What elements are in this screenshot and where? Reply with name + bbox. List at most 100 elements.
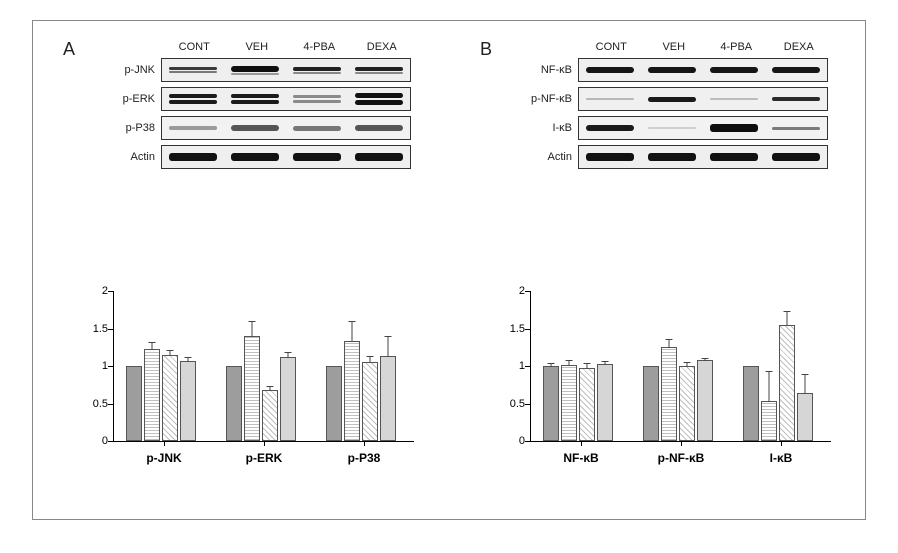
lane: [641, 59, 703, 81]
blot-label: p-NF-κB: [520, 93, 578, 105]
lane: [703, 117, 765, 139]
x-tick: [681, 441, 682, 446]
bar-group: [643, 347, 713, 441]
band: [648, 153, 696, 161]
band: [355, 100, 403, 105]
bar-group: [743, 325, 813, 441]
lane: [641, 117, 703, 139]
bar: [597, 364, 613, 441]
lane-header-text: VEH: [662, 41, 685, 53]
y-tick-label: 2: [86, 285, 108, 297]
bar: [280, 357, 296, 441]
error-bar: [705, 358, 706, 361]
x-tick: [364, 441, 365, 446]
blot-row: p-JNK: [103, 58, 423, 82]
bar: [679, 366, 695, 441]
panel-a: A CONT VEH 4-PBA DEXA p-JNKp-ERKp-P38Act…: [33, 21, 450, 521]
category-label: p-ERK: [246, 451, 283, 465]
y-tick: [525, 291, 531, 292]
lane: [579, 117, 641, 139]
bar-group: [226, 336, 296, 441]
band: [710, 98, 758, 100]
bar: [326, 366, 342, 441]
lane: [348, 117, 410, 139]
panel-b-label: B: [480, 39, 492, 60]
bar: [761, 401, 777, 441]
blot-box: [578, 58, 828, 82]
blot-row: p-ERK: [103, 87, 423, 111]
lane: [348, 146, 410, 168]
band: [231, 94, 279, 98]
bar: [697, 360, 713, 441]
bar: [226, 366, 242, 441]
blot-box: [161, 116, 411, 140]
blot-box: [578, 145, 828, 169]
bar: [779, 325, 795, 441]
y-tick-label: 2: [503, 285, 525, 297]
panel-a-lane-headers: CONT VEH 4-PBA DEXA: [163, 41, 413, 53]
figure-frame: A CONT VEH 4-PBA DEXA p-JNKp-ERKp-P38Act…: [32, 20, 866, 520]
lane-header-text: DEXA: [784, 41, 814, 53]
band: [710, 153, 758, 161]
blot-label: NF-κB: [520, 64, 578, 76]
lane-header: CONT: [580, 41, 643, 53]
y-tick-label: 0.5: [86, 398, 108, 410]
band: [355, 153, 403, 161]
blot-label: Actin: [520, 151, 578, 163]
lane-header-text: DEXA: [367, 41, 397, 53]
band: [648, 127, 696, 129]
y-tick: [525, 441, 531, 442]
bar: [661, 347, 677, 441]
error-bar: [188, 357, 189, 362]
blot-row: NF-κB: [520, 58, 840, 82]
band: [772, 153, 820, 161]
lane: [765, 117, 827, 139]
lane: [579, 88, 641, 110]
lane-header: 4-PBA: [288, 41, 351, 53]
band: [772, 67, 820, 73]
error-bar: [152, 342, 153, 350]
bar-group: [126, 349, 196, 441]
lane: [765, 59, 827, 81]
bar: [162, 355, 178, 441]
band: [355, 67, 403, 71]
band: [293, 153, 341, 161]
lane: [579, 146, 641, 168]
band: [586, 67, 634, 73]
panel-b-chart: 00.511.52NF-κBp-NF-κBI-κB: [500, 281, 840, 481]
blot-label: p-JNK: [103, 64, 161, 76]
category-label: p-P38: [348, 451, 381, 465]
bar: [561, 365, 577, 442]
lane-header-text: CONT: [179, 41, 210, 53]
lane-header-text: VEH: [245, 41, 268, 53]
y-tick: [525, 366, 531, 367]
band: [169, 94, 217, 98]
y-tick-label: 1.5: [86, 323, 108, 335]
y-tick: [525, 404, 531, 405]
y-tick: [108, 366, 114, 367]
band: [648, 67, 696, 73]
lane: [641, 146, 703, 168]
lane: [162, 88, 224, 110]
x-tick: [164, 441, 165, 446]
lane: [703, 146, 765, 168]
error-bar: [288, 352, 289, 358]
error-bar: [805, 374, 806, 394]
band: [355, 72, 403, 74]
band: [772, 97, 820, 101]
bar-group: [543, 364, 613, 441]
lane-header-text: CONT: [596, 41, 627, 53]
band: [293, 67, 341, 71]
blot-row: Actin: [520, 145, 840, 169]
lane-header: 4-PBA: [705, 41, 768, 53]
blot-label: p-P38: [103, 122, 161, 134]
band: [231, 125, 279, 131]
blot-box: [161, 145, 411, 169]
band: [710, 67, 758, 73]
band: [293, 95, 341, 98]
bar: [344, 341, 360, 442]
lane: [703, 59, 765, 81]
panel-b-blots: CONT VEH 4-PBA DEXA NF-κBp-NF-κBI-κBActi…: [520, 41, 840, 169]
lane-header: CONT: [163, 41, 226, 53]
y-tick: [108, 291, 114, 292]
